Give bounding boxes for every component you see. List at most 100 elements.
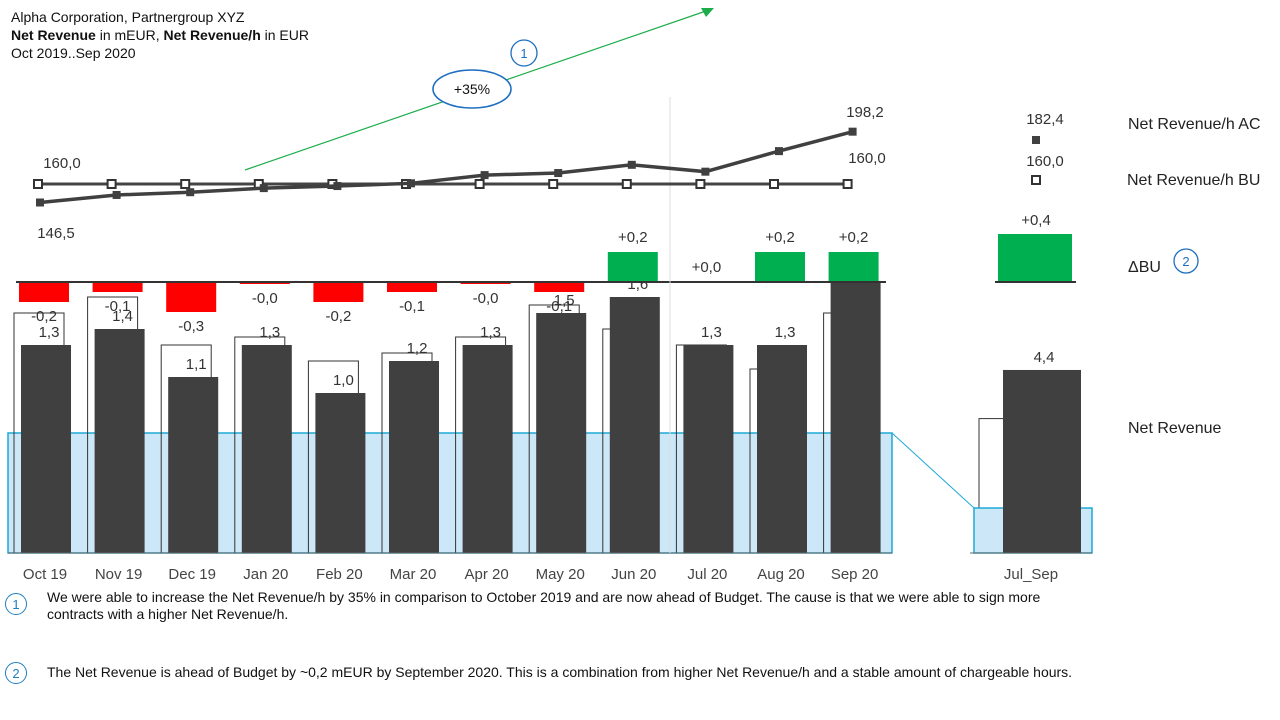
ac-point-6 [480,171,489,180]
ac-point-8 [627,160,636,169]
ac-start-label: 146,5 [37,225,75,242]
growth-callout-ellipse [432,69,512,109]
chart-title-company: Alpha Corporation, Partnergroup XYZ [11,9,245,25]
legend-delta-bu: ΔBU [1128,259,1161,276]
legend-revenue-h-bu: Net Revenue/h BU [1127,172,1260,189]
ac-bar-3 [241,345,292,553]
bu-point-9 [695,179,706,189]
total-ac-h-label: 182,4 [1026,111,1064,128]
ac-point-0 [36,198,44,207]
delta-label-2: -0,3 [178,318,204,335]
budget-band [7,432,893,554]
delta-label-0: -0,2 [31,308,57,325]
delta-label-5: -0,1 [399,298,425,315]
ac-bar-label-3: 1,3 [259,324,280,341]
ac-bar-label-9: 1,3 [701,324,722,341]
delta-bar-4 [313,282,364,302]
delta-label-4: -0,2 [325,308,351,325]
total-x-label: Jul_Sep [1004,566,1058,583]
delta-label-10: +0,2 [765,229,795,246]
ac-bar-7 [536,313,587,553]
measure-net-revenue: Net Revenue [11,27,96,43]
delta-label-3: -0,0 [252,290,278,307]
ac-point-4 [333,182,342,191]
ac-point-3 [259,184,268,193]
ac-bar-label-6: 1,3 [480,324,501,341]
bu-point-1 [106,179,117,189]
bu-point-8 [621,179,632,189]
x-tick-label-6: Apr 20 [464,566,508,583]
delta-label-11: +0,2 [839,229,869,246]
comment-2-marker: 2 [5,662,27,684]
growth-callout-label: +35% [454,81,490,97]
ac-bar-label-5: 1,2 [407,340,428,357]
delta-bar-10 [755,252,805,282]
x-tick-label-1: Nov 19 [95,566,143,583]
ac-bar-label-10: 1,3 [775,324,796,341]
x-tick-label-5: Mar 20 [390,566,437,583]
x-tick-label-11: Sep 20 [831,566,879,583]
total-delta-bar [998,234,1072,282]
bu-start-label: 160,0 [43,155,81,172]
growth-arrow-head [701,8,714,17]
growth-marker-circle [510,39,538,67]
total-ac-point [1032,136,1040,144]
ac-line [39,129,854,205]
delta-bar-11 [828,252,879,282]
comment-1-marker: 1 [5,593,27,615]
ac-bar-1 [94,329,145,553]
ac-bar-0 [21,345,71,553]
x-tick-label-8: Jun 20 [611,566,656,583]
x-tick-label-2: Dec 19 [168,566,216,583]
bu-point-2 [180,179,191,189]
band-connector [891,432,975,509]
ac-bar-9 [683,345,734,553]
ac-bar-label-2: 1,1 [186,356,207,373]
delta-label-7: -0,1 [546,298,572,315]
ac-bar-label-7: 1,5 [554,292,575,309]
ac-bar-4 [315,393,366,553]
delta-bar-8 [607,252,658,282]
delta-label-6: -0,0 [473,290,499,307]
delta-label-8: +0,2 [618,229,648,246]
bu-point-6 [474,179,485,189]
ac-point-7 [554,169,563,178]
delta-bar-7 [534,282,585,292]
ac-bar-10 [757,345,807,553]
bu-point-11 [842,179,853,189]
ac-bar-5 [389,361,439,553]
total-delta-label: +0,4 [1021,212,1051,229]
ac-point-10 [775,147,783,156]
ac-bar-label-4: 1,0 [333,372,354,389]
legend-net-revenue: Net Revenue [1128,420,1221,437]
bu-point-0 [33,179,43,189]
x-tick-label-4: Feb 20 [316,566,363,583]
ac-bar-11 [830,281,881,553]
ac-point-5 [407,179,415,188]
x-tick-label-7: May 20 [536,566,585,583]
comment-2-text: The Net Revenue is ahead of Budget by ~0… [47,664,1073,680]
bu-end-label: 160,0 [848,150,886,167]
chart-title-period: Oct 2019..Sep 2020 [11,45,136,61]
total-bu-point [1031,175,1041,185]
comment-1-text: We were able to increase the Net Revenue… [47,589,1041,622]
measure-net-revenue-h: Net Revenue/h [163,27,261,43]
delta-callout-number: 2 [1182,254,1189,269]
ac-point-11 [848,127,857,136]
ac-bar-6 [462,345,513,553]
ac-bar-label-1: 1,4 [112,308,133,325]
measure-unit-1: in mEUR, [95,27,164,43]
measure-unit-2: in EUR [260,27,309,43]
ac-point-1 [112,190,121,199]
chart-header: Alpha Corporation, Partnergroup XYZ Net … [11,8,309,62]
delta-label-9: +0,0 [692,259,722,276]
ac-end-label: 198,2 [846,104,884,121]
legend-revenue-h-ac: Net Revenue/h AC [1128,116,1261,133]
x-tick-label-3: Jan 20 [243,566,288,583]
delta-label-1: -0,1 [105,298,131,315]
ac-point-2 [186,188,195,197]
delta-bar-5 [387,282,437,292]
ac-point-9 [701,167,710,176]
chart-title-measures: Net Revenue in mEUR, Net Revenue/h in EU… [11,26,309,44]
delta-callout-circle [1173,248,1199,274]
